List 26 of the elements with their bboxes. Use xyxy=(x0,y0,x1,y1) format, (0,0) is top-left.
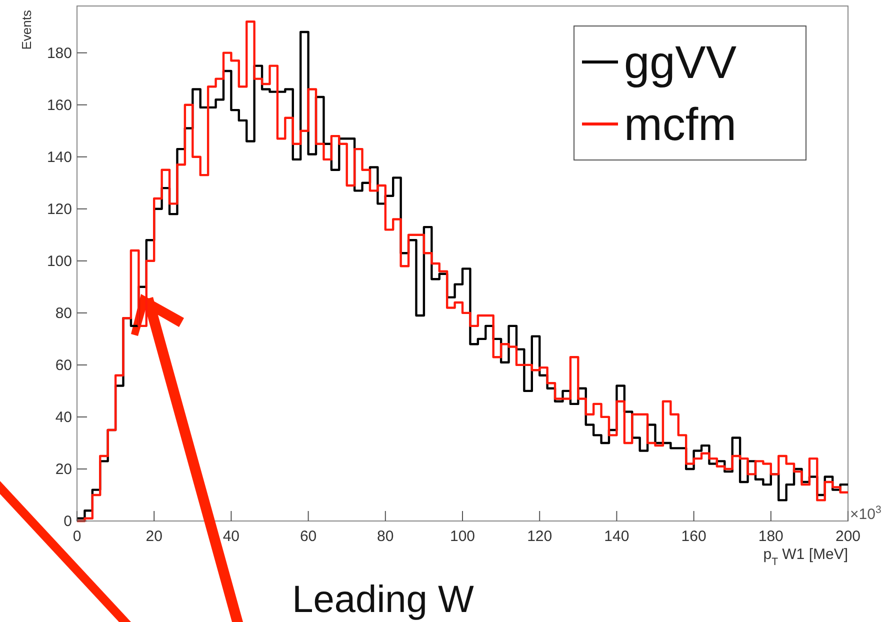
y-tick-label: 160 xyxy=(46,96,72,114)
text: ×10$^{3}$ xyxy=(850,504,882,523)
x-tick-label: 80 xyxy=(377,528,394,545)
x-axis-title: p$_{T}$ W1 [MeV] xyxy=(763,546,848,568)
y-tick-label: 60 xyxy=(55,356,72,374)
x-tick-label: 100 xyxy=(450,528,476,545)
x-tick-label: 20 xyxy=(146,528,162,545)
x-tick-label: 40 xyxy=(222,528,240,545)
y-tick-label: 0 xyxy=(64,513,72,530)
y-tick-label: 180 xyxy=(46,44,72,62)
legend-label: ggVV xyxy=(624,36,737,88)
text: Leading W xyxy=(292,579,474,621)
x-tick-label: 60 xyxy=(300,528,317,545)
x-tick-label: 200 xyxy=(835,528,861,545)
legend-label: mcfm xyxy=(624,98,736,150)
x-tick-label: 160 xyxy=(681,528,706,545)
x-tick-label: 180 xyxy=(758,528,784,545)
y-tick-label: 20 xyxy=(55,460,72,478)
y-axis-title: Events xyxy=(19,10,34,50)
y-tick-label: 80 xyxy=(55,304,72,322)
x-tick-label: 140 xyxy=(604,528,630,545)
y-tick-label: 100 xyxy=(46,252,72,270)
y-tick-label: 140 xyxy=(46,148,72,166)
y-tick-label: 40 xyxy=(55,408,72,426)
y-tick-label: 120 xyxy=(46,200,72,218)
x-tick-label: 120 xyxy=(527,528,552,545)
